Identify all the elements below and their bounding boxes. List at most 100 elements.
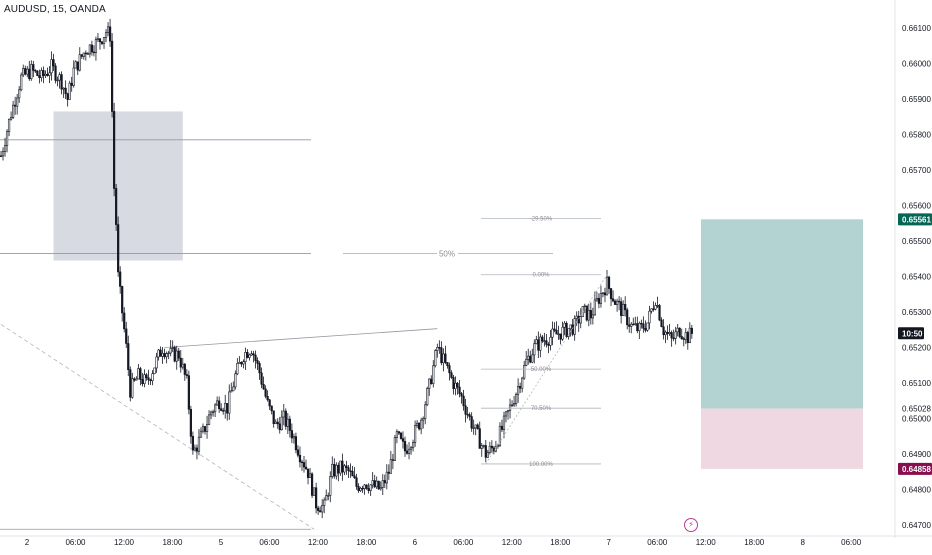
candle-body <box>252 353 255 356</box>
candle-body <box>418 422 421 430</box>
x-tick-label: 6 <box>413 538 418 547</box>
candle-body <box>333 463 336 477</box>
y-tick-label: 0.65200 <box>902 344 931 353</box>
candle-body <box>246 352 249 358</box>
candle-body <box>533 343 536 356</box>
candle-body <box>96 38 100 40</box>
lightning-icon[interactable]: ⚡ <box>684 518 698 532</box>
candle-body <box>304 466 308 470</box>
candle-body <box>426 388 429 406</box>
candle-body <box>456 382 459 388</box>
candle-body <box>527 355 530 360</box>
candle-body <box>127 343 130 370</box>
x-tick-label: 5 <box>219 538 224 547</box>
candle-body <box>611 298 615 302</box>
candle-body <box>413 425 417 443</box>
candle-body <box>0 155 3 157</box>
trend-line <box>164 328 438 348</box>
candle-body <box>147 377 150 381</box>
candle-body <box>599 293 603 304</box>
candle-body <box>308 473 312 478</box>
candle-body <box>254 354 257 361</box>
candle-body <box>54 65 57 81</box>
current-time-tag-bg <box>898 327 924 340</box>
candle-body <box>377 480 380 490</box>
candle-body <box>597 298 601 304</box>
candle-body <box>151 373 154 382</box>
candle-body <box>218 400 221 410</box>
candle-body <box>535 339 538 345</box>
candle-body <box>189 408 192 437</box>
candle-body <box>403 441 407 452</box>
candle-body <box>84 52 87 55</box>
candle-body <box>161 353 164 357</box>
candle-body <box>478 428 481 449</box>
fib-level-label: -29.50% <box>530 217 553 223</box>
target-price-tag-bg <box>898 213 932 226</box>
candle-body <box>565 322 568 337</box>
candle-body <box>228 391 231 414</box>
candle-body <box>157 349 160 358</box>
candle-body <box>62 87 65 90</box>
candle-body <box>486 452 489 458</box>
x-tick-label: 18:00 <box>162 538 183 547</box>
candle-body <box>664 331 667 336</box>
candle-body <box>214 404 217 413</box>
candle-body <box>272 410 275 425</box>
dashed-trend-line <box>0 324 315 530</box>
candle-body <box>337 464 340 474</box>
candle-body <box>108 26 112 42</box>
candle-body <box>298 454 302 463</box>
candle-body <box>179 357 182 368</box>
candle-body <box>510 404 514 407</box>
candle-body <box>339 460 342 474</box>
candle-body <box>187 375 190 410</box>
y-tick-label: 0.65800 <box>902 131 931 140</box>
candle-body <box>529 355 532 363</box>
candle-body <box>462 395 465 407</box>
candle-body <box>88 44 91 55</box>
candle-body <box>173 347 176 362</box>
candle-body <box>288 418 291 431</box>
y-tick-label: 0.64800 <box>902 486 931 495</box>
candle-body <box>595 298 598 301</box>
candle-body <box>575 315 578 319</box>
candle-body <box>375 480 378 488</box>
candle-body <box>430 378 433 384</box>
candle-body <box>82 52 85 57</box>
candle-body <box>361 487 364 490</box>
y-tick-label: 0.65100 <box>902 379 931 388</box>
candle-body <box>165 353 168 358</box>
candle-body <box>292 436 296 439</box>
candle-body <box>349 470 352 472</box>
candle-body <box>306 468 310 478</box>
candle-body <box>668 332 671 334</box>
candle-body <box>195 447 199 452</box>
candle-body <box>648 310 651 324</box>
candle-body <box>446 362 449 366</box>
candle-body <box>230 390 233 393</box>
candle-body <box>569 324 572 330</box>
candle-body <box>555 329 558 335</box>
candle-body <box>18 89 21 99</box>
candle-body <box>365 484 368 489</box>
candle-body <box>149 379 152 382</box>
candle-body <box>123 312 126 330</box>
candle-body <box>650 308 653 312</box>
x-tick-label: 12:00 <box>114 538 135 547</box>
candle-body <box>601 292 605 294</box>
candle-body <box>492 447 495 452</box>
candle-body <box>14 104 17 107</box>
candle-body <box>216 400 219 406</box>
candle-body <box>557 333 560 336</box>
x-tick-label: 06:00 <box>259 538 280 547</box>
candle-body <box>143 374 146 385</box>
candle-body <box>618 300 621 303</box>
candle-body <box>42 70 45 76</box>
candle-body <box>90 44 93 53</box>
candle-body <box>175 350 178 362</box>
candles <box>0 18 693 519</box>
x-tick-label: 2 <box>25 538 30 547</box>
